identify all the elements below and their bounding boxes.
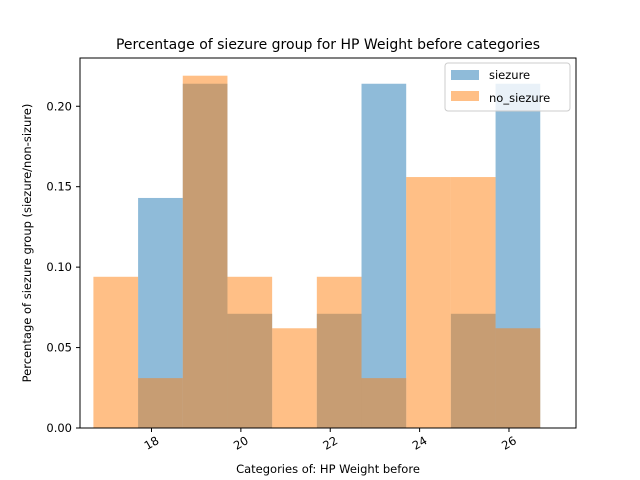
y-tick-label-0.10: 0.10 [46, 260, 72, 274]
x-tick-label-20: 20 [231, 433, 251, 452]
bar-no-siezure-3 [227, 276, 273, 428]
x-axis: 18 20 22 24 26 [142, 428, 519, 453]
bar-no-siezure-2 [182, 75, 228, 429]
bar-no-siezure-7 [406, 177, 451, 428]
x-tick-label-22: 22 [320, 433, 340, 452]
y-tick-label-0.15: 0.15 [46, 180, 72, 194]
bar-no-siezure-0 [93, 276, 139, 428]
legend-label-siezure: siezure [489, 68, 530, 82]
bar-no-siezure-4 [272, 328, 317, 428]
bars-layer [93, 75, 541, 429]
x-tick-label-24: 24 [410, 433, 430, 452]
bar-no-siezure-8 [450, 177, 496, 428]
legend-swatch-siezure [451, 70, 479, 80]
legend: siezure no_siezure [444, 62, 571, 112]
plot-frame [79, 57, 577, 429]
bar-no-siezure-5 [316, 276, 362, 428]
bar-no-siezure-9 [495, 328, 541, 428]
y-tick-label-0.20: 0.20 [46, 99, 72, 113]
bar-no-siezure-1 [138, 378, 183, 428]
bar-no-siezure-6 [361, 378, 407, 428]
y-tick-label-0.05: 0.05 [46, 341, 72, 355]
x-tick-label-26: 26 [499, 433, 519, 452]
x-tick-label-18: 18 [142, 433, 162, 452]
y-axis: 0.00 0.05 0.10 0.15 0.20 [46, 99, 80, 435]
x-axis-label: Categories of: HP Weight before [236, 462, 420, 476]
legend-swatch-no-siezure [451, 91, 479, 101]
legend-label-no-siezure: no_siezure [489, 91, 550, 105]
y-tick-label-0.00: 0.00 [46, 421, 72, 435]
chart-title: Percentage of siezure group for HP Weigh… [116, 37, 540, 53]
y-axis-label: Percentage of siezure group (siezure/non… [20, 104, 34, 383]
bar-siezure-6 [361, 83, 407, 428]
